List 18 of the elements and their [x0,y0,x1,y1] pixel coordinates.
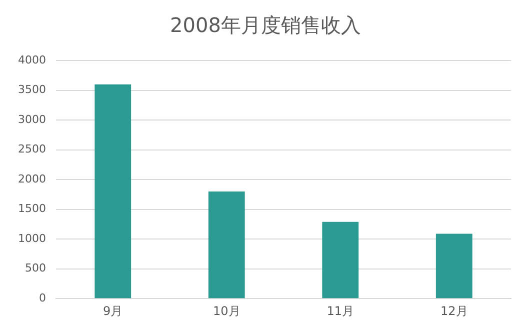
bar [436,234,472,298]
x-tick-label: 10月 [212,304,240,318]
y-tick-label: 3500 [18,83,46,96]
y-tick-label: 0 [38,291,46,304]
y-tick-label: 2500 [18,142,46,156]
bar [322,222,359,298]
x-tick-label: 9月 [103,304,123,318]
x-tick-label: 11月 [326,304,354,318]
y-tick-label: 1500 [18,202,46,216]
bar [94,84,132,298]
y-tick-label: 2000 [18,172,46,186]
y-tick-label: 4000 [18,53,46,66]
y-tick-label: 3000 [18,112,46,126]
chart-title: 2008年月度销售收入 [169,12,362,39]
y-tick-label: 1000 [18,232,46,245]
y-tick-label: 500 [24,262,46,275]
bar [208,192,245,298]
x-tick-label: 12月 [440,304,468,318]
